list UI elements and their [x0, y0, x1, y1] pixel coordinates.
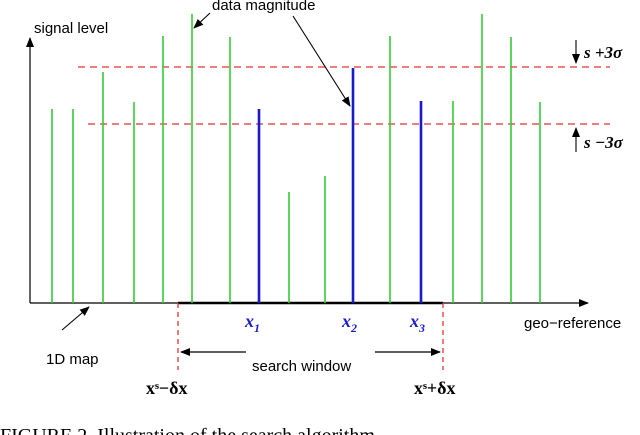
- data-magnitude-arrow-to-data: [292, 15, 351, 107]
- measurement-label-x1: x1: [244, 311, 260, 335]
- upper-threshold-label: s +3σ: [583, 43, 623, 62]
- measurement-label-x2: x2: [341, 311, 357, 335]
- data-magnitude-arrow-to-map: [193, 12, 211, 29]
- map-label: 1D map: [46, 351, 99, 368]
- map-arrow: [61, 306, 90, 331]
- window-right-label: xˢ+δx: [414, 378, 456, 398]
- figure-caption: FIGURE 2. Illustration of the search alg…: [0, 425, 390, 435]
- x-axis-label: geo−reference: [524, 315, 621, 332]
- search-window-label: search window: [252, 358, 351, 375]
- data-bars: [257, 68, 423, 303]
- measurement-label-x3: x3: [409, 311, 425, 335]
- map-bars: [51, 14, 541, 303]
- y-axis-label: signal level: [34, 20, 108, 37]
- window-left-label: xˢ−δx: [146, 378, 188, 398]
- data-magnitude-label: data magnitude: [212, 0, 315, 14]
- lower-threshold-label: s −3σ: [583, 133, 624, 152]
